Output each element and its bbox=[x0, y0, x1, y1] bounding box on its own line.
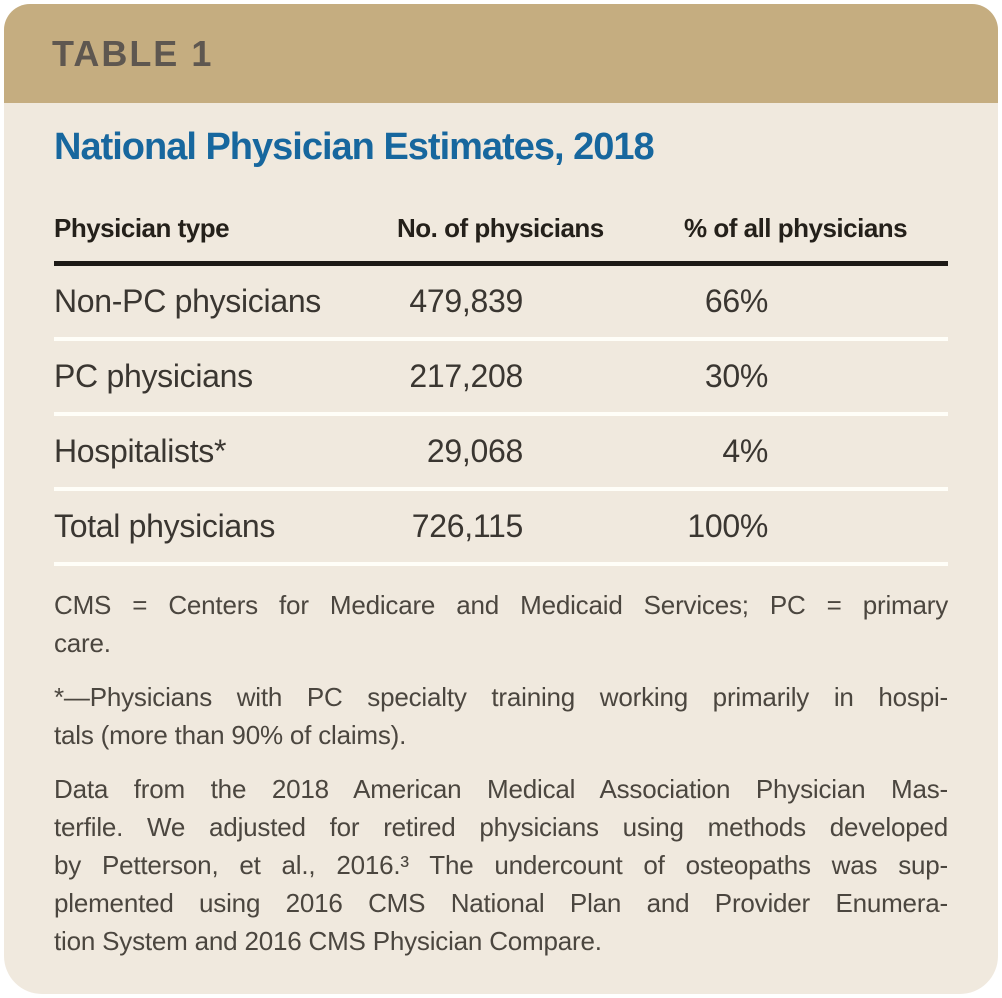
percent-cell: 100% bbox=[687, 508, 768, 544]
count-cell: 726,115 bbox=[411, 508, 524, 544]
footnote-line: care. bbox=[54, 628, 111, 658]
footnote-line: Data from the 2018 American Medical Asso… bbox=[54, 774, 948, 804]
footnote-line: *—Physicians with PC specialty training … bbox=[54, 682, 948, 712]
row-separator bbox=[54, 487, 948, 491]
footnote-line: plemented using 2016 CMS National Plan a… bbox=[54, 888, 948, 918]
column-header-physician-type: Physician type bbox=[54, 213, 230, 243]
table-row: Total physicians 726,115 100% bbox=[54, 491, 948, 562]
physician-type-cell: Total physicians bbox=[54, 508, 276, 544]
row-separator bbox=[54, 412, 948, 416]
table-header-row: Physician type No. of physicians % of al… bbox=[54, 211, 948, 261]
table-row: Hospitalists* 29,068 4% bbox=[54, 416, 948, 487]
percent-cell: 4% bbox=[722, 433, 768, 469]
row-separator bbox=[54, 337, 948, 341]
percent-cell: 66% bbox=[704, 283, 768, 319]
row-separator bbox=[54, 562, 948, 566]
count-cell: 217,208 bbox=[409, 358, 523, 394]
abbreviations-note: CMS = Centers for Medicare and Medicaid … bbox=[54, 586, 948, 662]
asterisk-note: *—Physicians with PC specialty training … bbox=[54, 678, 948, 754]
footnote-line: tals (more than 90% of claims). bbox=[54, 720, 407, 750]
column-header-percent-of-all-physicians: % of all physicians bbox=[684, 213, 908, 243]
table-body: National Physician Estimates, 2018 Physi… bbox=[4, 125, 998, 960]
footnotes: CMS = Centers for Medicare and Medicaid … bbox=[54, 586, 948, 960]
footnote-line: tion System and 2016 CMS Physician Compa… bbox=[54, 926, 602, 956]
physician-type-cell: Non-PC physicians bbox=[54, 283, 322, 319]
physician-type-cell: Hospitalists* bbox=[54, 433, 227, 469]
table-row: Non-PC physicians 479,839 66% bbox=[54, 266, 948, 337]
table-card: TABLE 1 National Physician Estimates, 20… bbox=[4, 4, 998, 994]
table-title: National Physician Estimates, 2018 bbox=[54, 126, 655, 168]
count-cell: 479,839 bbox=[409, 283, 523, 319]
physician-type-cell: PC physicians bbox=[54, 358, 253, 394]
table-label: TABLE 1 bbox=[52, 32, 214, 74]
footnote-line: CMS = Centers for Medicare and Medicaid … bbox=[54, 590, 948, 620]
footnote-line: terfile. We adjusted for retired physici… bbox=[54, 812, 948, 842]
table-row: PC physicians 217,208 30% bbox=[54, 341, 948, 412]
header-rule bbox=[54, 261, 948, 266]
percent-cell: 30% bbox=[704, 358, 768, 394]
count-cell: 29,068 bbox=[426, 433, 523, 469]
source-note: Data from the 2018 American Medical Asso… bbox=[54, 770, 948, 960]
table-banner: TABLE 1 bbox=[4, 4, 998, 103]
column-header-no-of-physicians: No. of physicians bbox=[397, 213, 604, 243]
footnote-line: by Petterson, et al., 2016.³ The underco… bbox=[54, 850, 948, 880]
